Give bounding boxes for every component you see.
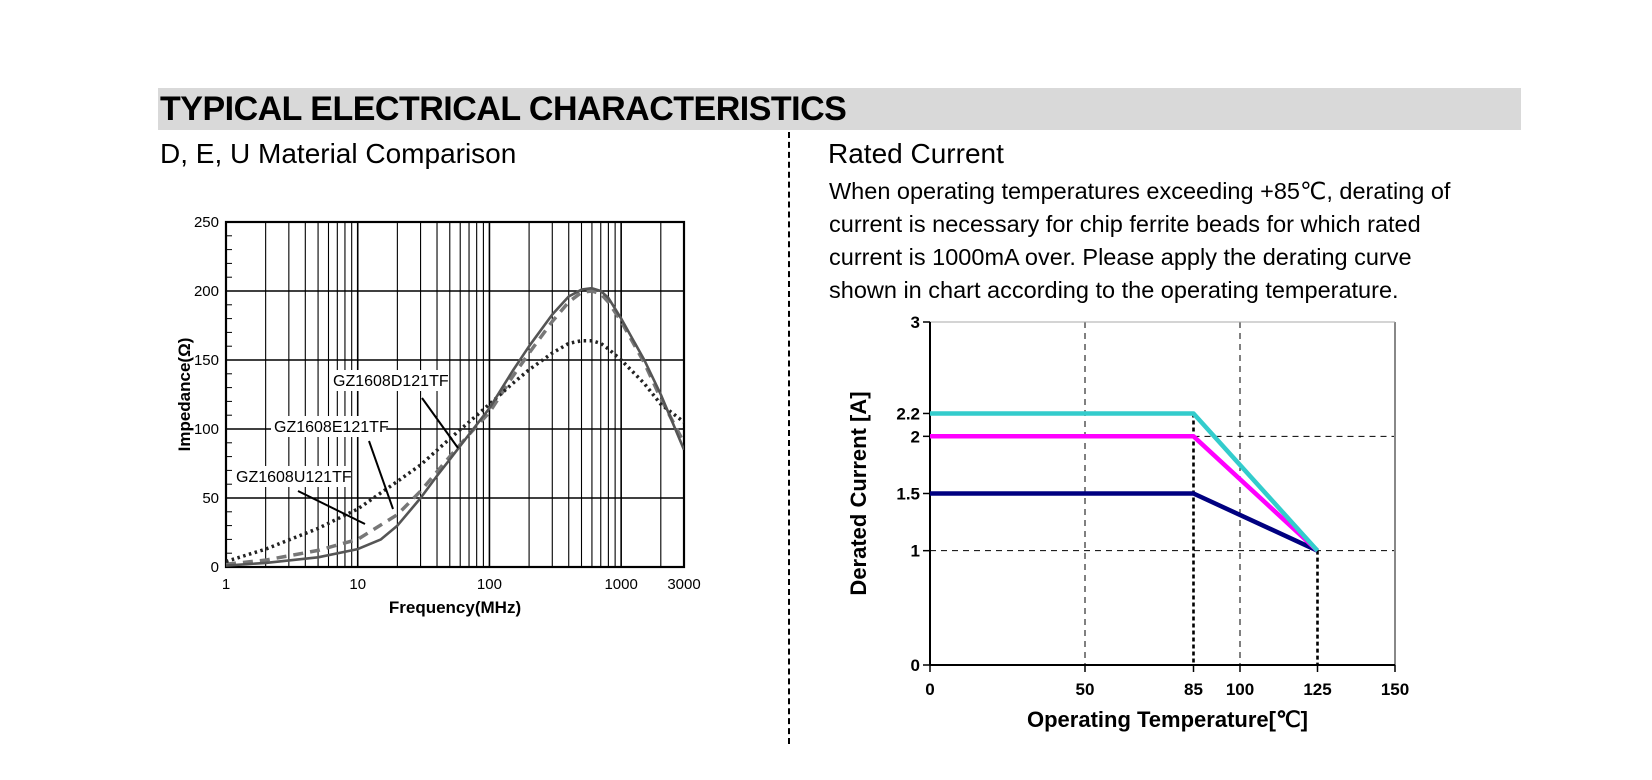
- x-tick-label: 85: [1184, 680, 1203, 699]
- y-tick-label: 2.2: [896, 404, 920, 423]
- y-tick-label: 250: [194, 214, 219, 231]
- annotation-label: GZ1608U121TF: [236, 469, 352, 486]
- left-section-heading: D, E, U Material Comparison: [160, 138, 517, 169]
- annotation-background: [233, 466, 349, 487]
- description-line: current is necessary for chip ferrite be…: [829, 211, 1421, 237]
- series-line-GZ1608U121TF: [226, 286, 684, 567]
- x-tick-label: 100: [477, 576, 502, 593]
- y-tick-label: 1.5: [896, 485, 920, 504]
- x-tick-label: 1000: [604, 576, 637, 593]
- y-axis-title: Impedance(Ω): [175, 338, 194, 452]
- series-line-GZ1608E121TF: [226, 289, 684, 566]
- annotation-background: [271, 416, 387, 437]
- series-line-2.2A-rated: [930, 411, 1320, 553]
- annotation-label: GZ1608E121TF: [274, 419, 389, 436]
- y-tick-label: 3: [911, 313, 920, 332]
- annotation-leader-line: [421, 397, 459, 449]
- annotation-label: GZ1608D121TF: [333, 373, 449, 390]
- description-line: shown in chart according to the operatin…: [829, 277, 1399, 303]
- x-tick-label: 0: [925, 680, 934, 699]
- series-line-1.5A-rated: [930, 491, 1319, 553]
- x-axis-title: Operating Temperature[℃]: [1027, 707, 1308, 732]
- description-line: current is 1000mA over. Please apply the…: [829, 244, 1412, 270]
- x-tick-label: 10: [349, 576, 366, 593]
- annotation-leader-line: [368, 440, 394, 510]
- x-tick-label: 1: [222, 576, 230, 593]
- impedance-chart: 0 50 100 150 200 250 1 10 100 1000 3000 Frequency(M…: [175, 214, 701, 617]
- section-divider: [788, 132, 790, 744]
- x-tick-label: 50: [1076, 680, 1095, 699]
- page-title: TYPICAL ELECTRICAL CHARACTERISTICS: [160, 90, 847, 128]
- right-section-heading: Rated Current: [828, 138, 1004, 169]
- plot-frame: [224, 220, 686, 569]
- header-bar: [158, 88, 1521, 130]
- y-tick-label: 100: [194, 421, 219, 438]
- annotation-leader-line: [297, 490, 366, 525]
- rated-current-description: When operating temperatures exceeding +8…: [829, 175, 1529, 307]
- y-tick-label: 2: [911, 427, 920, 446]
- x-axis-title: Frequency(MHz): [389, 598, 521, 617]
- y-tick-label: 50: [202, 490, 219, 507]
- y-tick-label: 150: [194, 352, 219, 369]
- x-tick-label: 150: [1381, 680, 1409, 699]
- x-tick-label: 3000: [667, 576, 700, 593]
- x-tick-label: 100: [1226, 680, 1254, 699]
- y-axis-title: Derated Current [A]: [846, 391, 871, 595]
- y-tick-label: 200: [194, 283, 219, 300]
- series-line-GZ1608D121TF: [226, 338, 684, 564]
- y-tick-label: 0: [911, 656, 920, 675]
- annotation-background: [330, 370, 446, 391]
- x-tick-label: 125: [1303, 680, 1331, 699]
- derating-chart: 0 50 85 100 125 150 0 1 1.5 2 2.2 3 Operating Temper…: [846, 313, 1409, 732]
- y-tick-label: 1: [911, 542, 920, 561]
- y-tick-label: 0: [211, 559, 219, 576]
- description-line: When operating temperatures exceeding +8…: [829, 178, 1451, 204]
- series-line-2A-rated: [930, 434, 1320, 553]
